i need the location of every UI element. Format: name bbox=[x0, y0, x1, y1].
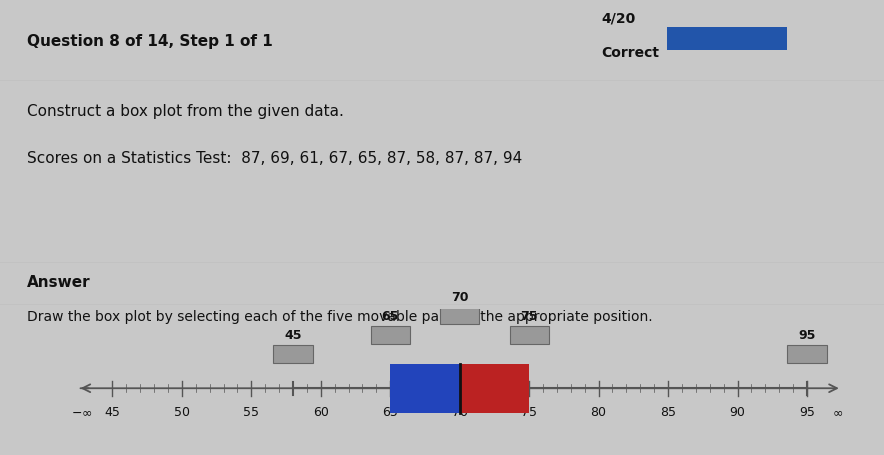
Text: Scores on a Statistics Test:  87, 69, 61, 67, 65, 87, 58, 87, 87, 94: Scores on a Statistics Test: 87, 69, 61,… bbox=[27, 151, 522, 166]
Text: 70: 70 bbox=[451, 290, 469, 303]
Bar bbox=[460, 364, 530, 413]
Text: Answer: Answer bbox=[27, 275, 90, 290]
FancyBboxPatch shape bbox=[788, 345, 827, 363]
Text: 55: 55 bbox=[243, 405, 259, 418]
FancyBboxPatch shape bbox=[440, 307, 479, 325]
Text: 85: 85 bbox=[660, 405, 676, 418]
Text: 4/20: 4/20 bbox=[601, 11, 636, 25]
Text: 65: 65 bbox=[382, 309, 399, 322]
Text: 45: 45 bbox=[104, 405, 120, 418]
Text: 60: 60 bbox=[313, 405, 329, 418]
Bar bbox=[390, 364, 460, 413]
Text: 75: 75 bbox=[521, 309, 537, 322]
Text: 80: 80 bbox=[591, 405, 606, 418]
FancyBboxPatch shape bbox=[273, 345, 313, 363]
Text: 70: 70 bbox=[452, 405, 468, 418]
Text: 65: 65 bbox=[382, 405, 398, 418]
Text: 50: 50 bbox=[174, 405, 190, 418]
Text: Question 8 of 14, Step 1 of 1: Question 8 of 14, Step 1 of 1 bbox=[27, 34, 272, 48]
Text: $-\infty$: $-\infty$ bbox=[71, 405, 93, 418]
FancyBboxPatch shape bbox=[667, 28, 787, 51]
Text: 45: 45 bbox=[285, 328, 301, 341]
Text: Correct: Correct bbox=[601, 46, 659, 60]
Text: Draw the box plot by selecting each of the five movable parts to the appropriate: Draw the box plot by selecting each of t… bbox=[27, 309, 652, 324]
Text: 75: 75 bbox=[522, 405, 537, 418]
FancyBboxPatch shape bbox=[370, 326, 410, 344]
Text: Construct a box plot from the given data.: Construct a box plot from the given data… bbox=[27, 104, 343, 119]
Text: $\infty$: $\infty$ bbox=[832, 405, 843, 418]
Text: 90: 90 bbox=[729, 405, 745, 418]
Text: 95: 95 bbox=[798, 328, 816, 341]
FancyBboxPatch shape bbox=[509, 326, 549, 344]
Text: 95: 95 bbox=[799, 405, 815, 418]
